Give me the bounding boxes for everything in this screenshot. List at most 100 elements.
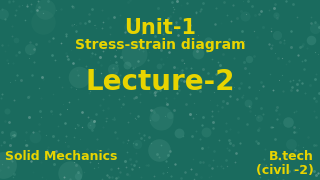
Point <box>27 57 32 60</box>
Point <box>172 7 177 10</box>
Point <box>10 133 15 136</box>
Point <box>36 86 42 89</box>
Point <box>306 135 311 138</box>
Point <box>61 102 66 105</box>
Point <box>246 101 251 104</box>
Point <box>303 157 308 160</box>
Point <box>87 161 92 164</box>
Point <box>188 24 193 26</box>
Point <box>232 161 237 163</box>
Point <box>73 24 78 27</box>
Point <box>275 176 280 178</box>
Point <box>134 143 139 146</box>
Point <box>72 160 77 163</box>
Point <box>125 173 130 176</box>
Point <box>174 0 180 2</box>
Point <box>205 49 210 52</box>
Point <box>86 20 91 23</box>
Point <box>0 43 4 46</box>
Point <box>105 147 110 150</box>
Point <box>136 131 141 134</box>
Point <box>179 58 184 61</box>
Point <box>220 99 225 102</box>
Point <box>131 141 136 144</box>
Point <box>312 109 317 112</box>
Point <box>151 111 156 114</box>
Point <box>38 160 43 163</box>
Point <box>142 22 148 25</box>
Point <box>215 110 220 113</box>
Point <box>173 84 178 87</box>
Point <box>275 118 280 120</box>
Point <box>155 90 160 93</box>
Point <box>113 131 118 134</box>
Point <box>5 62 11 64</box>
Point <box>134 96 139 98</box>
Point <box>125 150 130 153</box>
Point <box>9 137 14 140</box>
Point <box>287 169 292 172</box>
Point <box>284 154 289 156</box>
Point <box>3 49 8 52</box>
Point <box>235 17 240 20</box>
Point <box>7 120 12 123</box>
Point <box>136 165 141 168</box>
Point <box>190 158 196 161</box>
Point <box>164 55 170 58</box>
Point <box>260 166 265 168</box>
Point <box>211 91 216 94</box>
Point <box>224 121 229 124</box>
Point <box>268 47 274 50</box>
Point <box>38 96 44 99</box>
Point <box>95 161 100 164</box>
Point <box>127 0 132 2</box>
Point <box>220 73 225 76</box>
Point <box>209 110 214 112</box>
Point <box>183 66 188 69</box>
Point <box>158 116 163 119</box>
Point <box>220 106 225 109</box>
Point <box>84 64 89 67</box>
Point <box>77 21 82 24</box>
Point <box>274 106 279 109</box>
Point <box>12 99 17 102</box>
Point <box>117 73 123 76</box>
Point <box>292 111 297 113</box>
Point <box>198 90 203 93</box>
Point <box>156 64 162 67</box>
Point <box>250 4 255 7</box>
Point <box>151 91 156 94</box>
Point <box>177 89 182 92</box>
Point <box>54 149 59 152</box>
Point <box>298 164 303 167</box>
Point <box>125 139 130 142</box>
Point <box>137 47 142 50</box>
Point <box>37 109 42 112</box>
Point <box>133 66 138 69</box>
Point <box>68 172 73 174</box>
Point <box>225 44 230 47</box>
Point <box>107 58 112 61</box>
Point <box>0 93 4 95</box>
Point <box>113 60 118 63</box>
Point <box>129 163 134 165</box>
Point <box>59 41 64 44</box>
Point <box>177 17 182 20</box>
Point <box>118 106 124 109</box>
Point <box>253 139 258 142</box>
Point <box>311 143 316 146</box>
Point <box>260 25 266 28</box>
Point <box>77 57 82 60</box>
Point <box>123 75 128 78</box>
Point <box>0 143 4 146</box>
Point <box>227 142 232 145</box>
Point <box>19 4 24 7</box>
Point <box>40 20 45 23</box>
Point <box>134 44 140 47</box>
Point <box>180 41 186 44</box>
Point <box>51 37 56 40</box>
Point <box>197 10 203 13</box>
Point <box>183 171 188 174</box>
Point <box>232 56 237 59</box>
Point <box>68 49 73 52</box>
